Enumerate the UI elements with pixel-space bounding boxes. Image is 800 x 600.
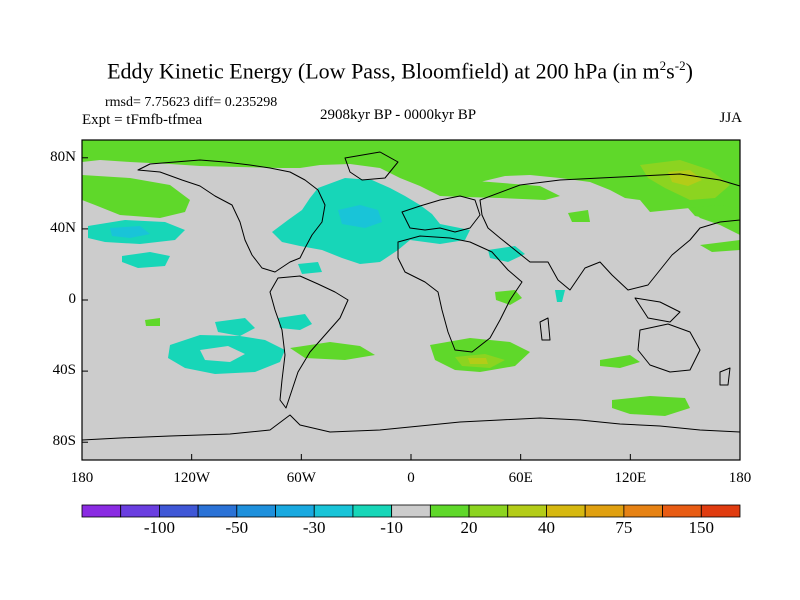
pacific-tropical-positive xyxy=(700,240,740,252)
maritime-continent-coast xyxy=(634,297,681,323)
north-pacific-core xyxy=(110,226,150,238)
colorbar-swatch xyxy=(120,504,160,518)
colorbar-swatch xyxy=(352,504,393,518)
north-pacific-positive xyxy=(82,175,190,218)
colorbar-swatch xyxy=(81,504,122,518)
figure-title: Eddy Kinetic Energy (Low Pass, Bloomfiel… xyxy=(107,58,693,84)
y-tick-marks xyxy=(82,157,88,443)
x-tick-label: 60W xyxy=(286,470,316,486)
asia-positive-small xyxy=(568,210,590,222)
stats-text: rmsd= 7.75623 diff= 0.235298 xyxy=(105,95,278,110)
colorbar-label: 20 xyxy=(460,518,478,537)
x-tick-marks xyxy=(81,454,741,460)
south-atlantic-positive xyxy=(290,342,375,360)
asia-coast xyxy=(479,173,741,291)
pacific-south-small xyxy=(145,318,160,326)
indian-small-negative xyxy=(555,290,565,302)
south-pacific-hole xyxy=(200,346,245,362)
period-label: 2908kyr BP - 0000kyr BP xyxy=(320,107,477,123)
y-tick-label: 40S xyxy=(52,362,76,379)
africa-positive xyxy=(495,290,522,305)
colorbar-swatch xyxy=(391,504,431,518)
x-tick-label: 120E xyxy=(614,470,647,486)
new-zealand-coast xyxy=(719,367,731,386)
africa-coast xyxy=(397,235,523,353)
antarctica-coast xyxy=(81,414,741,441)
season-label: JJA xyxy=(719,110,742,126)
australia-coast xyxy=(637,323,701,373)
colorbar-label: -50 xyxy=(225,518,249,537)
y-tick-label: 80N xyxy=(50,148,76,165)
colorbar-swatch xyxy=(623,504,663,518)
colorbar xyxy=(81,504,741,518)
colorbar-swatch xyxy=(275,504,315,518)
greenland-coast xyxy=(344,151,399,181)
europe-coast xyxy=(401,195,481,233)
eurasia-positive xyxy=(425,180,560,200)
pacific-tropical-negative xyxy=(122,252,170,268)
colorbar-swatch xyxy=(313,504,354,518)
arctic-positive-band xyxy=(82,140,740,235)
north-atlantic-core xyxy=(338,205,382,228)
colorbar-label: 75 xyxy=(615,518,633,537)
madagascar-coast xyxy=(539,317,551,341)
x-tick-label: 0 xyxy=(407,470,415,486)
map-plot-area xyxy=(81,139,741,461)
colorbar-swatch xyxy=(584,504,625,518)
x-tick-label: 180 xyxy=(728,470,752,486)
experiment-label: Expt = tFmfb-tfmea xyxy=(82,112,203,128)
north-pacific-east-positive xyxy=(688,205,740,220)
south-pacific-negative-2 xyxy=(278,314,312,330)
colorbar-swatch xyxy=(197,504,238,518)
coastlines xyxy=(81,151,741,441)
southern-ocean-positive xyxy=(612,396,690,416)
colorbar-swatch xyxy=(429,504,470,518)
colorbar-swatch xyxy=(662,504,702,518)
x-tick-label: 60E xyxy=(508,470,533,486)
neutral-holes xyxy=(200,346,245,362)
colorbar-label: 150 xyxy=(688,518,715,537)
colorbar-label: -100 xyxy=(143,518,175,537)
x-tick-label: 120W xyxy=(173,470,210,486)
colorbar-swatch xyxy=(159,504,199,518)
colorbar-label: 40 xyxy=(537,518,555,537)
y-tick-label: 0 xyxy=(68,291,77,307)
indian-ocean-positive xyxy=(600,355,640,368)
positive-anomaly-regions xyxy=(82,140,740,416)
y-tick-label: 40N xyxy=(50,219,76,236)
colorbar-swatch xyxy=(236,504,276,518)
atlantic-small-negative xyxy=(298,262,322,274)
south-africa-highest xyxy=(468,358,488,364)
south-pacific-negative-1 xyxy=(215,318,255,336)
colorbar-label: -10 xyxy=(380,518,403,537)
colorbar-swatch xyxy=(700,504,741,518)
colorbar-swatch xyxy=(507,504,547,518)
north-america-coast xyxy=(137,159,326,273)
south-america-coast xyxy=(269,275,349,409)
x-tick-label: 180 xyxy=(70,470,94,486)
stronger-negative-regions xyxy=(110,205,382,238)
y-tick-label: 80S xyxy=(52,433,76,450)
colorbar-label: -30 xyxy=(302,518,326,537)
colorbar-swatch xyxy=(468,504,509,518)
colorbar-swatch xyxy=(546,504,586,518)
